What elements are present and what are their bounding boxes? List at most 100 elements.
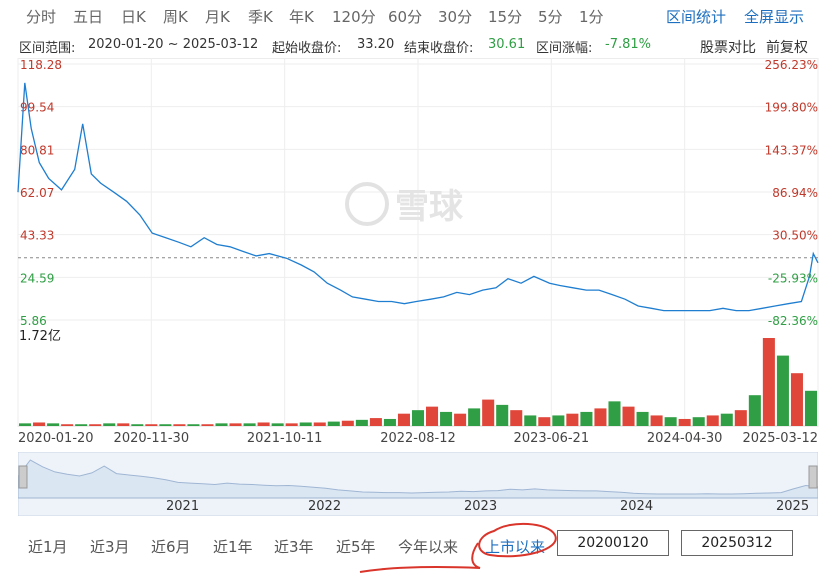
tab-60min[interactable]: 60分 (388, 8, 423, 26)
volume-bar (496, 404, 509, 426)
range-1-month[interactable]: 近1月 (28, 538, 68, 556)
stock-compare-link[interactable]: 股票对比 (700, 40, 756, 56)
volume-bar (201, 424, 214, 426)
volume-bar (566, 413, 579, 426)
tab-yearly-k[interactable]: 年K (289, 8, 314, 26)
x-tick-label: 2020-01-20 (18, 431, 94, 446)
volume-bar (552, 415, 565, 426)
volume-bar (243, 423, 256, 426)
volume-max-label: 1.72亿 (19, 329, 61, 344)
period-tabs: 分时 五日 日K 周K 月K 季K 年K 120分 60分 30分 15分 5分… (0, 0, 832, 32)
range-5-years[interactable]: 近5年 (336, 538, 376, 556)
tab-5min[interactable]: 5分 (538, 8, 563, 26)
tab-quarterly-k[interactable]: 季K (248, 8, 273, 26)
volume-bar (804, 390, 817, 426)
navigator-svg[interactable]: 2021 2022 2023 2024 2025 (17, 451, 819, 517)
volume-bar (355, 419, 368, 426)
volume-bar (229, 423, 242, 426)
volume-bar (411, 410, 425, 426)
volume-bar (510, 410, 523, 426)
range-label: 区间范围: (19, 41, 76, 56)
end-price-label: 结束收盘价: (404, 41, 474, 56)
volume-bar (159, 424, 172, 426)
x-tick-label: 2023-06-21 (514, 431, 590, 446)
x-tick-label: 2025-03-12 (742, 431, 818, 446)
y-tick-left: 62.07 (20, 186, 54, 200)
volume-bar (383, 418, 396, 426)
volume-bar (117, 423, 130, 426)
volume-bar (454, 413, 467, 426)
volume-bar (47, 423, 60, 426)
volume-bar (538, 417, 551, 426)
volume-bar (790, 373, 803, 426)
tab-30min[interactable]: 30分 (438, 8, 473, 26)
tab-monthly-k[interactable]: 月K (205, 8, 230, 26)
navigator-area (17, 459, 819, 499)
navigator-right-handle (808, 465, 818, 489)
range-6-months[interactable]: 近6月 (151, 538, 191, 556)
interval-info-bar: 区间范围: 2020-01-20 ~ 2025-03-12 起始收盘价: 33.… (0, 34, 832, 56)
end-price-value: 30.61 (488, 37, 526, 52)
navigator-year-label: 2023 (464, 499, 497, 514)
range-navigator[interactable]: 2021 2022 2023 2024 2025 (17, 451, 819, 517)
volume-bar (327, 421, 340, 426)
navigator-year-label: 2021 (166, 499, 199, 514)
volume-bar (257, 422, 270, 426)
volume-bar (636, 411, 649, 426)
x-tick-label: 2024-04-30 (647, 431, 723, 446)
tab-daily-k[interactable]: 日K (121, 8, 146, 26)
y-tick-left: 5.86 (20, 314, 47, 328)
range-1-year[interactable]: 近1年 (213, 538, 253, 556)
tab-five-day[interactable]: 五日 (73, 8, 104, 26)
volume-bar (397, 413, 410, 426)
range-3-months[interactable]: 近3月 (90, 538, 130, 556)
volume-bar (145, 424, 158, 426)
tab-weekly-k[interactable]: 周K (163, 8, 188, 26)
watermark-logo-icon (345, 182, 389, 226)
volume-bar (664, 417, 677, 426)
x-tick-label: 2021-10-11 (247, 431, 323, 446)
volume-bar (748, 395, 761, 426)
volume-bar (271, 423, 284, 426)
y-tick-right: -82.36% (768, 314, 818, 328)
volume-bar (173, 424, 186, 426)
volume-bar (89, 424, 102, 426)
volume-bar (468, 408, 481, 426)
range-ytd[interactable]: 今年以来 (398, 538, 459, 556)
adjust-dropdown[interactable]: 前复权 (766, 40, 808, 56)
start-price-value: 33.20 (357, 37, 395, 52)
y-tick-right: 143.37% (765, 143, 818, 157)
tab-1min[interactable]: 1分 (579, 8, 604, 26)
volume-bar (369, 418, 382, 426)
interval-stats-link[interactable]: 区间统计 (666, 8, 727, 26)
fullscreen-link[interactable]: 全屏显示 (744, 8, 805, 26)
volume-bar (762, 338, 775, 426)
volume-bar (313, 422, 326, 426)
chart-area[interactable]: 118.28 256.23% 99.54 199.80% 80.81 143.37% 62.… (0, 58, 832, 450)
range-3-years[interactable]: 近3年 (274, 538, 314, 556)
volume-bar (187, 424, 200, 426)
volume-bar (580, 411, 593, 426)
y-tick-right: 199.80% (765, 101, 818, 115)
volume-bar (482, 399, 495, 426)
date-from-input[interactable] (557, 530, 669, 556)
navigator-left-handle (18, 465, 28, 489)
navigator-year-label: 2022 (308, 499, 341, 514)
tab-120min[interactable]: 120分 (332, 8, 376, 26)
volume-bar (19, 423, 32, 426)
range-since-listing[interactable]: 上市以来 (485, 538, 546, 556)
volume-bar (103, 423, 116, 426)
y-tick-right: -25.93% (768, 271, 818, 285)
tab-15min[interactable]: 15分 (488, 8, 523, 26)
volume-bar (285, 423, 298, 426)
y-tick-left: 99.54 (20, 101, 54, 115)
y-tick-left: 118.28 (20, 58, 62, 72)
volume-bar (692, 417, 705, 426)
tab-minute[interactable]: 分时 (26, 8, 57, 26)
price-volume-chart[interactable]: 118.28 256.23% 99.54 199.80% 80.81 143.37% 62.… (0, 58, 832, 450)
date-to-input[interactable] (681, 530, 793, 556)
watermark-text: 雪球 (395, 187, 464, 227)
volume-bar (299, 422, 312, 426)
y-tick-left: 80.81 (20, 143, 54, 157)
